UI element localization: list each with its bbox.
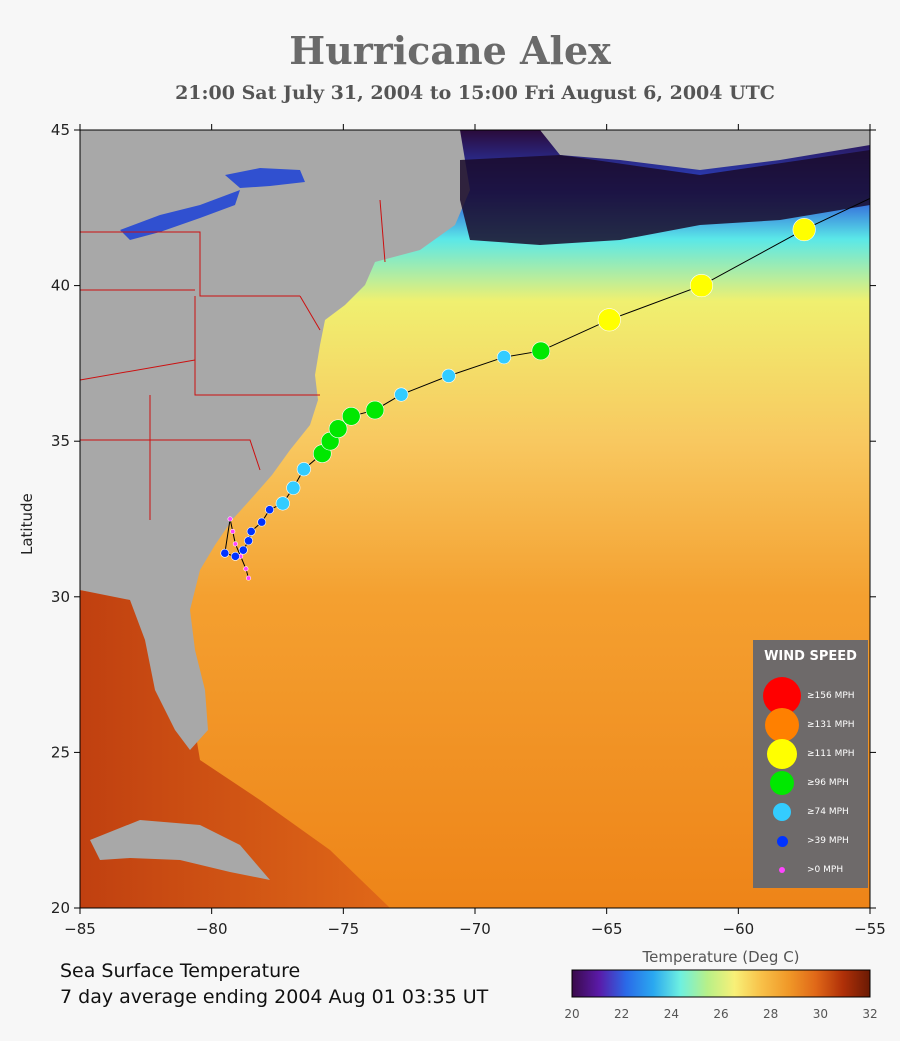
track-point <box>597 308 621 332</box>
legend-row: ≥111 MPH <box>753 739 868 769</box>
legend-label: ≥96 MPH <box>807 778 849 788</box>
legend-dot <box>779 867 785 873</box>
track-point <box>230 551 240 561</box>
track-point <box>365 400 385 420</box>
track-point <box>531 341 551 361</box>
y-tick-label: 35 <box>51 432 70 450</box>
legend-row: ≥131 MPH <box>753 708 868 742</box>
track-point <box>245 575 252 581</box>
colorbar-title: Temperature (Deg C) <box>642 948 800 966</box>
legend-dot <box>770 771 794 795</box>
y-tick-label: 20 <box>51 899 70 917</box>
track-point <box>689 274 714 298</box>
legend-label: ≥131 MPH <box>807 720 855 730</box>
legend-row: ≥96 MPH <box>753 769 868 797</box>
track-point <box>296 462 311 477</box>
legend-dot <box>776 835 788 847</box>
x-tick-label: −55 <box>854 920 886 938</box>
track-point <box>244 536 253 546</box>
track-point <box>265 505 275 515</box>
legend-row: >0 MPH <box>753 856 868 884</box>
x-tick-label: −75 <box>328 920 360 938</box>
track-point <box>275 496 290 511</box>
colorbar-tick-label: 20 <box>564 1007 579 1021</box>
legend-dot <box>773 803 791 821</box>
track-point <box>341 407 361 426</box>
legend-label: ≥74 MPH <box>807 807 849 817</box>
cold-water-region <box>460 150 870 245</box>
track-point <box>792 218 816 242</box>
legend-row: ≥156 MPH <box>753 677 868 715</box>
hurricane-track-points <box>220 218 816 581</box>
track-point <box>257 517 267 527</box>
legend-title: WIND SPEED <box>764 649 857 664</box>
track-point <box>238 545 248 555</box>
track-point <box>496 350 512 365</box>
x-tick-label: −60 <box>723 920 755 938</box>
legend-label: ≥111 MPH <box>807 749 855 759</box>
legend-row: >39 MPH <box>753 827 868 855</box>
x-tick-label: −65 <box>591 920 623 938</box>
x-tick-label: −85 <box>64 920 96 938</box>
track-point <box>246 527 256 536</box>
lake-erie <box>120 190 240 240</box>
y-tick-label: 45 <box>51 121 70 139</box>
map-body <box>80 130 870 908</box>
legend-label: >0 MPH <box>807 865 844 875</box>
colorbar-tick-label: 30 <box>813 1007 828 1021</box>
colorbar-ticks: 20 22 24 26 28 30 32 <box>564 1007 877 1021</box>
map-subtitle: 21:00 Sat July 31, 2004 to 15:00 Fri Aug… <box>175 82 775 104</box>
legend-row: ≥74 MPH <box>753 798 868 826</box>
legend-label: >39 MPH <box>807 836 849 846</box>
x-tick-label: −80 <box>196 920 228 938</box>
colorbar-tick-label: 32 <box>862 1007 877 1021</box>
axis-ticks: −85 −80 −75 −70 −65 −60 −55 20 25 30 35 40 45 <box>51 121 886 938</box>
legend-label: ≥156 MPH <box>807 691 855 701</box>
x-tick-label: −70 <box>459 920 491 938</box>
y-tick-label: 30 <box>51 588 70 606</box>
sst-caption-line1: Sea Surface Temperature <box>60 960 301 982</box>
colorbar-tick-label: 22 <box>614 1007 629 1021</box>
y-tick-label: 40 <box>51 277 70 295</box>
map-title: Hurricane Alex <box>289 28 611 73</box>
y-tick-label: 25 <box>51 743 70 761</box>
colorbar-tick-label: 24 <box>664 1007 679 1021</box>
track-point <box>328 419 348 439</box>
legend-dot <box>765 708 799 742</box>
track-point <box>394 387 409 402</box>
legend-dot <box>767 739 797 769</box>
lake-ontario <box>225 168 305 188</box>
sst-caption-line2: 7 day average ending 2004 Aug 01 03:35 U… <box>60 986 489 1008</box>
cuba-land <box>90 820 270 880</box>
track-point <box>227 516 233 522</box>
north-america-land <box>80 130 470 750</box>
colorbar <box>571 969 871 998</box>
state-borders <box>80 199 386 520</box>
track-point <box>243 566 249 572</box>
track-point <box>286 480 301 495</box>
colorbar-tick-label: 28 <box>763 1007 778 1021</box>
track-point <box>441 368 456 383</box>
track-point <box>232 541 238 547</box>
y-axis-label: Latitude <box>18 493 36 555</box>
canada-land <box>540 130 870 170</box>
colorbar-tick-label: 26 <box>713 1007 728 1021</box>
track-point <box>230 528 236 534</box>
track-point <box>220 548 230 558</box>
sst-caption: Sea Surface Temperature 7 day average en… <box>60 958 488 1010</box>
wind-speed-legend: WIND SPEED ≥156 MPH ≥131 MPH ≥111 MPH ≥96 M… <box>753 640 868 888</box>
